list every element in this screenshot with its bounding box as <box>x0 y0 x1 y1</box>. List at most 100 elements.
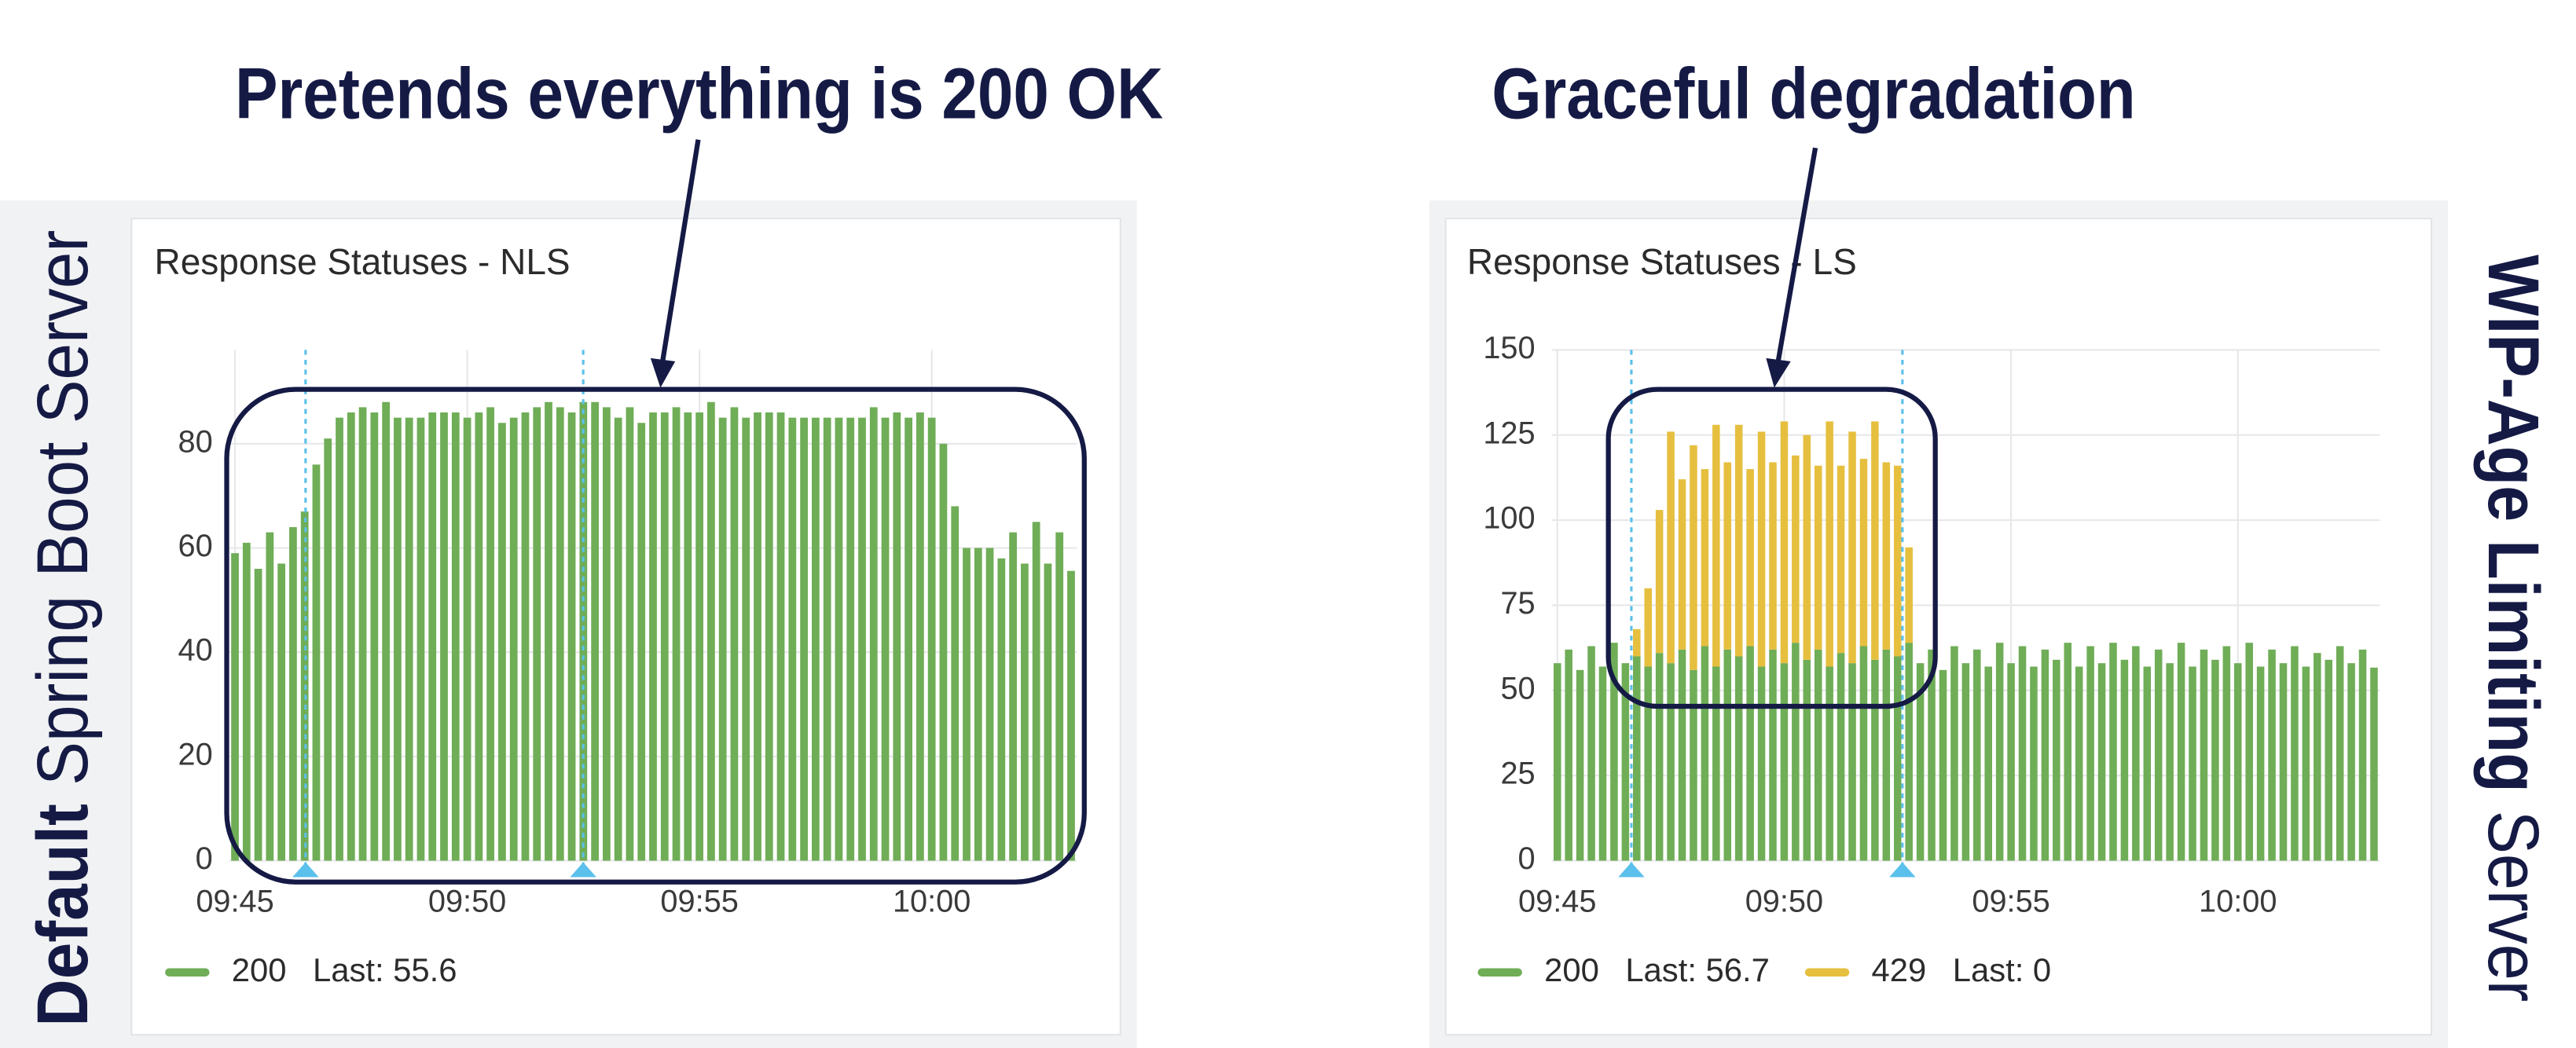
bar <box>1973 649 1981 861</box>
bar <box>242 542 251 861</box>
bar <box>835 417 843 861</box>
bar <box>567 412 576 861</box>
bar <box>754 412 761 861</box>
bar <box>997 558 1006 861</box>
bar <box>509 417 518 861</box>
bar <box>2064 643 2072 861</box>
bar <box>2132 646 2140 861</box>
annotation: Graceful degradation <box>1492 54 2135 134</box>
bar <box>2041 649 2049 861</box>
side-label: WIP-Age Limiting Server <box>2473 255 2553 1002</box>
bar <box>1633 628 1641 657</box>
bar <box>1893 465 1902 657</box>
bar <box>1995 643 2004 861</box>
bar <box>1633 656 1641 861</box>
arrow-head <box>1766 357 1791 388</box>
x-tick-label: 09:45 <box>1518 884 1596 918</box>
bar <box>1769 462 1777 650</box>
legend-stat: Last: 56.7 <box>1625 951 1770 988</box>
legend-label: 429 <box>1872 951 1927 988</box>
side-label-bold: Default <box>23 804 103 1027</box>
bar <box>951 506 960 861</box>
bar <box>1848 663 1856 861</box>
bar <box>974 548 982 861</box>
y-tick-label: 25 <box>1500 757 1535 791</box>
bar <box>1678 649 1686 861</box>
bar <box>1009 532 1017 861</box>
bar <box>463 417 472 861</box>
bar <box>1690 445 1697 670</box>
bar <box>1723 462 1732 650</box>
y-tick-label: 60 <box>178 529 213 563</box>
bar <box>1587 646 1595 861</box>
overlay <box>224 139 1938 885</box>
bar <box>579 401 588 861</box>
y-tick-label: 150 <box>1483 331 1535 365</box>
y-tick-label: 0 <box>1518 841 1536 876</box>
bar <box>730 407 739 861</box>
bar <box>846 417 855 861</box>
bar <box>1701 469 1709 647</box>
bar <box>2053 659 2060 861</box>
bar <box>1950 646 1958 861</box>
bar <box>2233 663 2242 861</box>
bar <box>1576 669 1584 861</box>
bar <box>2120 659 2129 861</box>
bar <box>893 412 901 861</box>
bar <box>486 407 494 861</box>
side-label-bold: WIP-Age Limiting <box>2473 255 2553 793</box>
bar <box>2370 667 2378 861</box>
bar <box>2200 649 2208 861</box>
event-marker <box>292 862 319 878</box>
x-tick-label: 09:50 <box>1745 884 1823 918</box>
bar <box>1780 421 1789 664</box>
y-tick-label: 100 <box>1483 501 1535 536</box>
bar <box>905 417 912 861</box>
bar <box>2268 649 2276 861</box>
bar <box>1928 649 1936 861</box>
charts: Response Statuses - NLS 0 20 40 60 80 09:45 09:… <box>155 241 2380 988</box>
bar <box>1621 663 1630 861</box>
arrow-line <box>659 139 701 365</box>
y-tick-label: 40 <box>178 633 213 668</box>
bar <box>266 532 274 861</box>
bar <box>1859 459 1868 647</box>
arrow-head <box>650 357 676 388</box>
x-tick-label: 09:55 <box>660 884 738 918</box>
bar <box>1655 510 1664 654</box>
bar <box>2358 649 2367 861</box>
bar <box>1746 469 1754 647</box>
bar <box>591 401 599 861</box>
bar <box>1610 643 1618 861</box>
bar <box>869 407 878 861</box>
bar <box>858 417 866 861</box>
event-marker <box>1889 862 1916 878</box>
bar <box>545 401 552 861</box>
bar <box>1565 649 1572 861</box>
y-tick-label: 80 <box>178 424 213 459</box>
bar <box>2030 666 2038 861</box>
bar <box>1916 663 1925 861</box>
bar <box>254 569 262 861</box>
bar <box>660 412 669 861</box>
bar <box>347 412 355 861</box>
bar <box>1757 666 1766 861</box>
bar <box>1020 563 1029 861</box>
bar <box>614 417 622 861</box>
bar <box>1984 666 1992 861</box>
bar <box>2291 646 2299 861</box>
x-tick-label: 09:50 <box>428 884 506 918</box>
bar <box>475 412 483 861</box>
bar <box>1712 424 1720 667</box>
bar <box>1644 588 1652 667</box>
x-tick-label: 10:00 <box>893 884 971 918</box>
bar <box>776 412 785 861</box>
bar <box>521 412 530 861</box>
bar <box>649 412 657 861</box>
bar <box>1848 431 1856 664</box>
bar <box>2166 663 2174 861</box>
bar <box>428 412 437 861</box>
bar <box>1871 421 1879 660</box>
bar <box>2143 666 2152 861</box>
bar <box>312 464 321 861</box>
